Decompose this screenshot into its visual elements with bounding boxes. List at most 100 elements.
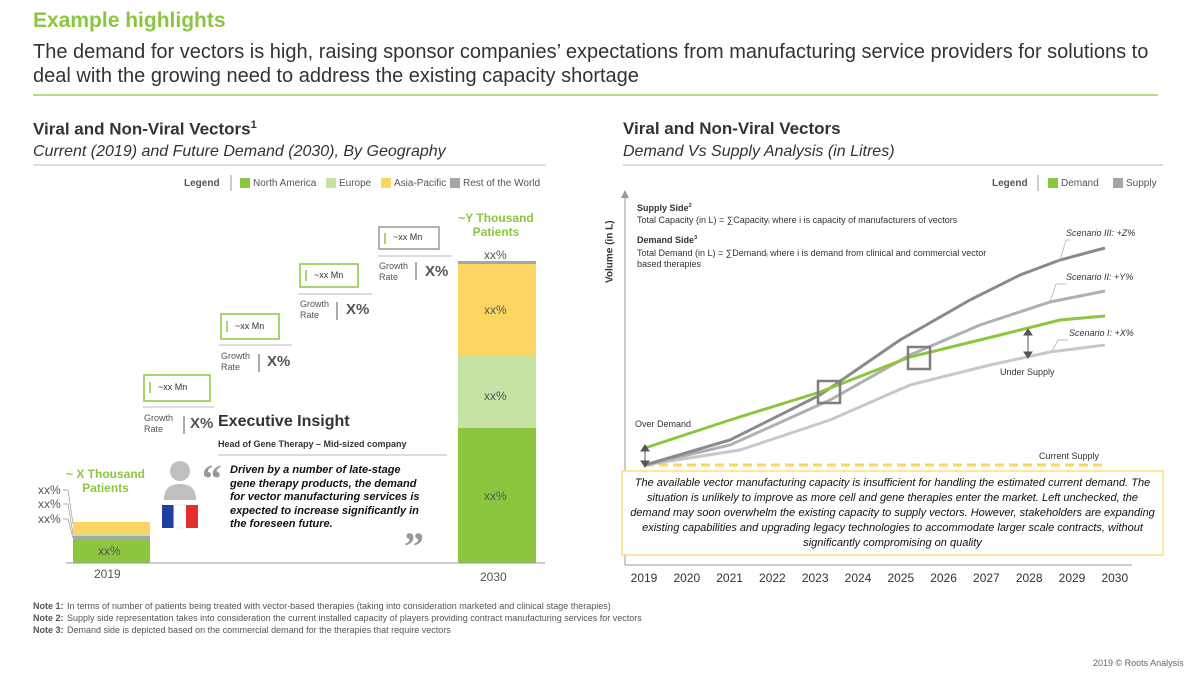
x-tick-label: 2022 xyxy=(759,571,786,585)
leader-line xyxy=(1051,339,1068,352)
patients-label: ~ X Thousand Patients xyxy=(65,467,145,495)
insight-quote: Driven by a number of late-stage gene th… xyxy=(230,464,420,530)
crossover-marker xyxy=(906,345,932,371)
legend-title: Legend xyxy=(184,178,220,189)
annotation: Over Demand xyxy=(635,419,692,429)
growth-label: Growth Rate xyxy=(144,413,174,434)
scenario-2-line xyxy=(644,289,1106,467)
person-icon xyxy=(170,461,190,481)
x-tick-label: 2025 xyxy=(887,571,915,585)
demand-line xyxy=(644,314,1106,450)
bar-segment xyxy=(73,536,150,540)
gap-arrow xyxy=(640,460,650,468)
panel-subtitle: Demand Vs Supply Analysis (in Litres) xyxy=(623,143,895,160)
segment-label: xx% xyxy=(484,389,507,403)
gap-arrow xyxy=(1023,328,1033,336)
legend-swatch xyxy=(450,178,460,188)
flag xyxy=(173,504,187,529)
x-tick-label: 2028 xyxy=(1015,571,1043,585)
gap-arrow xyxy=(1023,351,1033,359)
footnote-marker: 1 xyxy=(250,119,257,131)
note-label: Note 2: xyxy=(33,613,64,623)
bar-segment xyxy=(458,264,536,355)
year-label: 2019 xyxy=(94,567,121,581)
footnote-marker: 2 xyxy=(688,203,692,209)
legend-swatch xyxy=(326,178,336,188)
annotation: Current Supply xyxy=(1039,451,1100,461)
step-box xyxy=(378,226,440,250)
legend-label: Rest of the World xyxy=(463,178,541,189)
step-value: ~xx Mn xyxy=(235,320,265,331)
summary-box xyxy=(621,470,1164,556)
legend-label: Europe xyxy=(339,178,372,189)
note-label: Note 1: xyxy=(33,601,64,611)
growth-value: X% xyxy=(190,415,214,432)
growth-label: Growth Rate xyxy=(379,261,409,282)
summary-text: The available vector manufacturing capac… xyxy=(630,477,1155,549)
x-tick-label: 2023 xyxy=(801,571,829,585)
supply-formula: Total Capacity (in L) = ∑Capacityᵢ where… xyxy=(637,215,958,225)
bar-segment xyxy=(73,540,150,563)
axis-arrow xyxy=(621,190,629,198)
scenario-label: Scenario I: +X% xyxy=(1069,328,1134,338)
bar-segment xyxy=(458,261,536,264)
segment-label: xx% xyxy=(484,303,507,317)
bar-segment xyxy=(73,522,150,533)
scenario-label: Scenario II: +Y% xyxy=(1066,272,1134,282)
demand-formula: Total Demand (in L) = ∑Demandᵢ where i i… xyxy=(637,248,987,269)
footer: 2019 © Roots Analysis xyxy=(1093,658,1184,668)
x-tick-label: 2029 xyxy=(1058,571,1086,585)
legend-swatch xyxy=(1048,178,1058,188)
x-tick-label: 2021 xyxy=(716,571,743,585)
annotation: Under Supply xyxy=(1000,367,1055,377)
step-value: ~xx Mn xyxy=(158,382,188,392)
year-label: 2030 xyxy=(480,570,507,584)
growth-label: Growth Rate xyxy=(300,299,330,320)
legend-swatch xyxy=(1113,178,1123,188)
panel-title: Viral and Non-Viral Vectors1 xyxy=(33,119,257,139)
leader-line xyxy=(1059,239,1070,261)
step-box xyxy=(143,374,211,402)
segment-label: xx% xyxy=(38,512,61,526)
person-icon xyxy=(164,484,196,500)
segment-label: xx% xyxy=(484,489,507,503)
flag xyxy=(162,505,174,528)
supply-side-title: Supply Side2 xyxy=(637,203,692,213)
bar-segment xyxy=(458,428,536,563)
x-tick-label: 2019 xyxy=(630,571,658,585)
step-value: ~xx Mn xyxy=(314,269,344,280)
step-box xyxy=(220,313,280,340)
legend-label: Demand xyxy=(1061,178,1099,189)
x-tick-label: 2020 xyxy=(673,571,701,585)
leader-line xyxy=(63,489,74,525)
segment-label: xx% xyxy=(38,497,61,511)
note-label: Note 3: xyxy=(33,625,64,635)
legend-swatch xyxy=(240,178,250,188)
patients-label: ~Y Thousand Patients xyxy=(458,211,534,239)
insight-title: Executive Insight xyxy=(218,413,350,430)
note-text: Demand side is depicted based on the com… xyxy=(67,625,451,635)
demand-side-title: Demand Side3 xyxy=(637,235,698,245)
segment-label: xx% xyxy=(484,248,507,262)
footnote-marker: 3 xyxy=(694,235,698,241)
quote-mark: ” xyxy=(404,524,424,569)
x-tick-label: 2027 xyxy=(973,571,1000,585)
legend-label: Supply xyxy=(1126,178,1157,189)
growth-value: X% xyxy=(346,301,370,318)
gap-arrow xyxy=(640,444,650,452)
section-label: Example highlights xyxy=(33,9,226,32)
segment-label: xx% xyxy=(38,483,61,497)
headline: The demand for vectors is high, raising … xyxy=(33,41,1149,87)
insight-speaker: Head of Gene Therapy – Mid-sized company xyxy=(218,439,407,449)
x-tick-label: 2030 xyxy=(1101,571,1129,585)
leader-line xyxy=(63,518,74,539)
leader-line xyxy=(1049,283,1066,303)
scenario-label: Scenario III: +Z% xyxy=(1066,228,1136,238)
legend-swatch xyxy=(381,178,391,188)
x-tick-label: 2026 xyxy=(930,571,957,585)
note-text: In terms of number of patients being tre… xyxy=(67,601,611,611)
note-text: Supply side representation takes into co… xyxy=(67,613,642,623)
quote-mark: “ xyxy=(202,456,222,501)
legend-title: Legend xyxy=(992,178,1028,189)
